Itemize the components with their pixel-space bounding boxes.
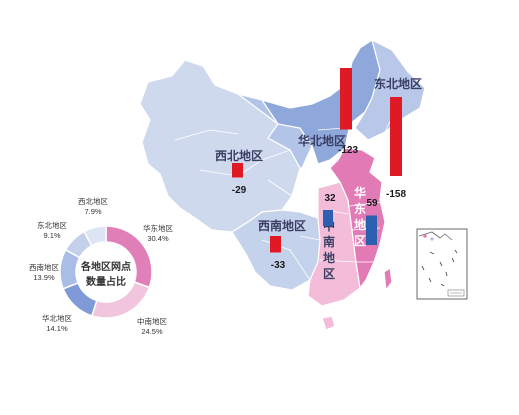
bar-xinan <box>270 236 281 253</box>
donut-category-label: 华北地区 <box>42 313 72 323</box>
inset-marker <box>430 237 434 241</box>
bar-huadong <box>366 215 377 245</box>
region-label-xinan: 西南地区 <box>258 218 306 233</box>
donut-center-title-line1: 各地区网点 <box>80 260 131 273</box>
bar-huabei <box>390 97 402 176</box>
region-value-labels: -123 -158 -29 -33 32 59 <box>232 145 407 271</box>
value-label-zhongnan: 32 <box>324 193 336 204</box>
inset-frame <box>416 228 468 300</box>
donut-category-label: 西北地区 <box>78 196 108 206</box>
donut-value-label: 13.9% <box>33 273 55 282</box>
donut-category-label: 中南地区 <box>137 316 167 326</box>
region-east-shape <box>329 147 386 290</box>
donut-value-label: 24.5% <box>141 327 163 336</box>
inset-marker <box>423 234 427 238</box>
region-label-huadong: 华东地区 <box>354 185 366 248</box>
value-label-dongbei: -123 <box>338 145 358 156</box>
inset-coastline <box>418 231 453 241</box>
inset-dash-line <box>421 249 458 287</box>
region-hainan-shape <box>321 315 336 331</box>
value-label-xibei: -29 <box>232 185 247 196</box>
donut-category-label: 华东地区 <box>143 223 173 233</box>
value-label-huadong: 59 <box>366 198 378 209</box>
region-bars <box>232 68 402 253</box>
donut-slice-5 <box>83 225 107 247</box>
donut-value-label: 9.1% <box>43 231 60 240</box>
region-label-huabei: 华北地区 <box>298 133 346 148</box>
bar-xibei <box>232 163 243 178</box>
value-label-xinan: -33 <box>271 260 286 271</box>
region-labels: 东北地区华北地区西北地区西南地区中南地区华东地区 <box>215 76 422 281</box>
share-donut-chart <box>59 225 153 319</box>
donut-category-label: 东北地区 <box>37 220 67 230</box>
region-taiwan-shape <box>383 266 393 292</box>
china-map <box>139 38 426 331</box>
donut-value-label: 14.1% <box>46 324 68 333</box>
bar-zhongnan <box>323 210 333 226</box>
south-china-sea-inset <box>416 228 468 300</box>
donut-value-label: 30.4% <box>147 234 169 243</box>
donut-center-title-line2: 数量占比 <box>86 275 126 288</box>
region-label-xibei: 西北地区 <box>215 148 263 163</box>
region-label-dongbei: 东北地区 <box>374 76 422 91</box>
donut-category-label: 西南地区 <box>29 262 59 272</box>
bar-dongbei <box>340 68 352 130</box>
region-west-shape <box>139 59 301 233</box>
value-label-huabei: -158 <box>386 189 406 200</box>
donut-value-label: 7.9% <box>84 207 101 216</box>
